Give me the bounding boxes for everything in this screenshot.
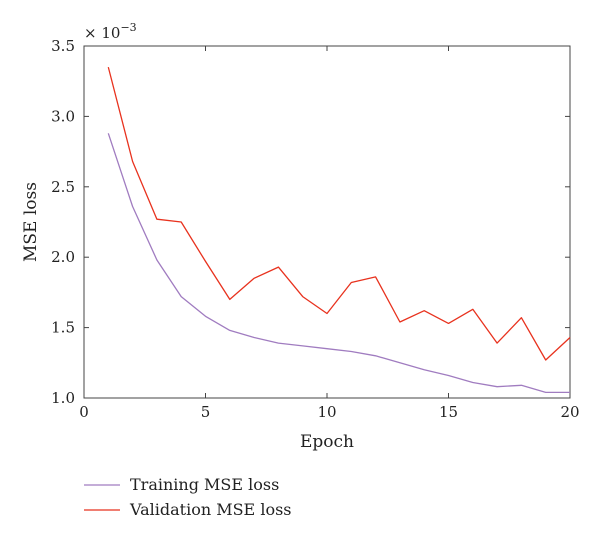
series-lines [107,66,571,394]
series-line-training [107,133,570,394]
x-tick-label: 20 [560,403,579,421]
legend: Training MSE loss Validation MSE loss [84,475,292,519]
y-tick-label: 1.0 [51,389,75,407]
y-tick-label: 1.5 [51,319,75,337]
x-tick-labels: 0 5 10 15 20 [79,403,579,421]
y-tick-label: 3.0 [51,107,75,125]
y-multiplier-base: × 10 [84,24,120,42]
y-multiplier: × 10−3 [84,21,137,42]
y-axis-label: MSE loss [21,182,41,262]
y-tick-label: 3.5 [51,37,75,55]
legend-label-training: Training MSE loss [130,475,279,494]
y-tick-label: 2.0 [51,248,75,266]
x-tick-label: 15 [439,403,458,421]
series-line-validation [107,66,571,361]
x-tick-label: 10 [317,403,336,421]
plot-frame [83,45,571,399]
x-axis-label: Epoch [300,432,354,452]
y-multiplier-exponent: −3 [120,21,136,34]
legend-label-validation: Validation MSE loss [129,500,292,519]
y-tick-labels: 1.0 1.5 2.0 2.5 3.0 3.5 [51,37,75,407]
x-tick-label: 5 [201,403,211,421]
y-tick-label: 2.5 [51,178,75,196]
axis-ticks [83,45,571,399]
x-tick-label: 0 [79,403,89,421]
